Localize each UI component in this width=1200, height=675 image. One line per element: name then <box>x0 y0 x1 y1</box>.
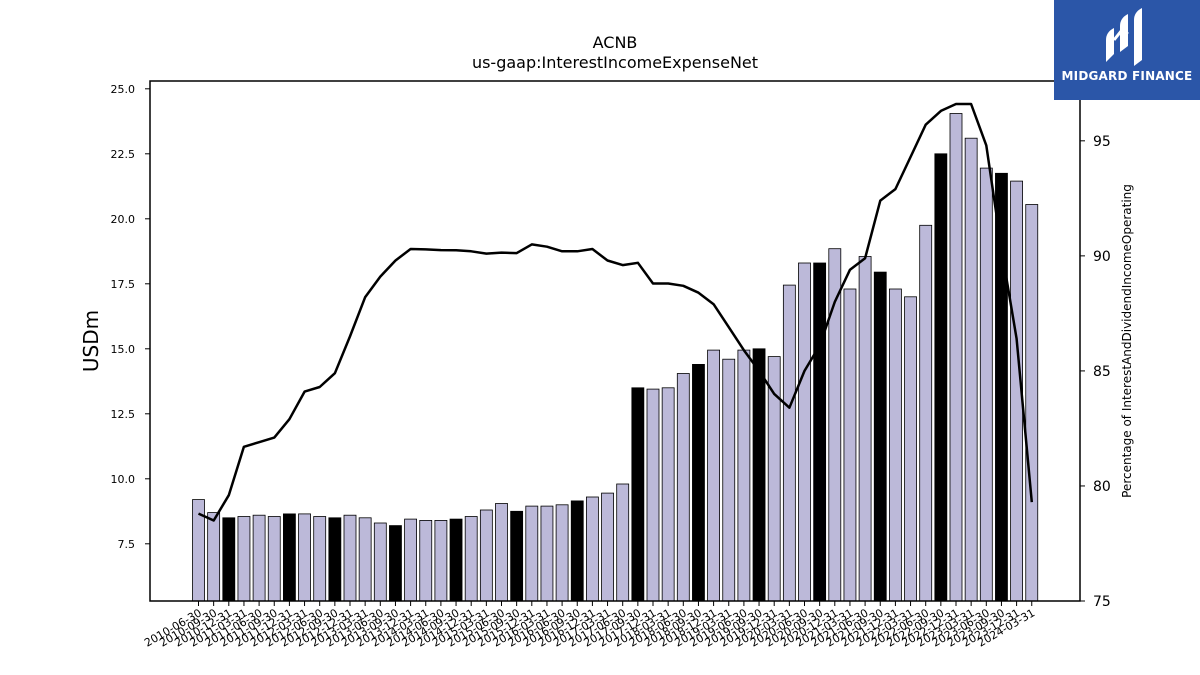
bar-2016-09-30 <box>570 500 584 602</box>
bar-2011-06-30 <box>252 514 266 602</box>
right-tick-label: 80 <box>1093 479 1111 495</box>
right-tick-label: 85 <box>1093 364 1111 380</box>
bar-2019-03-31 <box>722 358 736 602</box>
bar-2023-09-30 <box>995 172 1008 602</box>
bar-2010-12-31 <box>222 517 236 602</box>
bar-2021-03-31 <box>843 288 857 602</box>
bar-2011-03-31 <box>237 516 251 602</box>
bar-2023-06-30 <box>979 167 993 602</box>
bar-2022-09-30 <box>934 153 948 602</box>
left-tick-label: 7.5 <box>118 538 136 551</box>
bar-2013-06-30 <box>373 522 387 602</box>
brand-logo: MIDGARD FINANCE <box>1054 0 1200 100</box>
left-tick-label: 22.5 <box>111 148 136 161</box>
bar-2017-09-30 <box>631 387 645 602</box>
bar-2017-03-31 <box>601 492 614 602</box>
left-tick-label: 25.0 <box>111 83 136 96</box>
bar-2020-03-31 <box>782 284 796 602</box>
bar-2012-12-31 <box>343 514 357 602</box>
chart-title: ACNB <box>593 33 638 52</box>
bar-2023-03-31 <box>964 137 978 602</box>
left-axis-ticks: 7.5 10.0 12.5 15.0 17.5 20.0 22.5 25.0 <box>111 83 150 551</box>
bar-2014-09-30 <box>449 518 463 602</box>
right-tick-label: 75 <box>1093 594 1111 610</box>
bar-2024-03-31 <box>1025 204 1039 602</box>
bar-2017-12-31 <box>646 388 660 602</box>
left-tick-label: 20.0 <box>111 213 136 226</box>
bar-2015-09-30 <box>510 510 524 602</box>
bar-2015-12-31 <box>525 505 539 602</box>
y2-axis-label: Percentage of InterestAndDividendIncomeO… <box>1120 184 1134 498</box>
bar-2021-09-30 <box>873 271 887 602</box>
bar-2012-03-31 <box>298 513 311 602</box>
bar-series <box>192 113 1039 602</box>
bar-2017-06-30 <box>616 483 630 602</box>
bar-2022-03-31 <box>904 296 917 602</box>
midgard-logo-icon <box>1106 8 1142 66</box>
y-axis-label: USDm <box>79 310 103 372</box>
bar-2013-03-31 <box>358 517 372 602</box>
bar-2018-12-31 <box>707 349 720 602</box>
bar-2019-09-30 <box>752 348 766 602</box>
bar-2022-12-31 <box>949 113 963 602</box>
bar-2020-09-30 <box>813 262 827 602</box>
bar-2014-06-30 <box>434 520 448 602</box>
bar-2013-09-30 <box>389 525 402 602</box>
bar-2015-03-31 <box>479 509 493 602</box>
bar-2012-09-30 <box>328 517 342 602</box>
bar-2016-03-31 <box>540 505 554 602</box>
bar-2014-03-31 <box>419 520 433 602</box>
left-tick-label: 12.5 <box>111 408 136 421</box>
chart-subtitle: us-gaap:InterestIncomeExpenseNet <box>472 53 758 72</box>
right-tick-label: 90 <box>1093 249 1111 265</box>
bar-2021-12-31 <box>889 288 902 602</box>
left-tick-label: 15.0 <box>111 343 136 356</box>
bar-2012-06-30 <box>313 516 327 602</box>
bar-2014-12-31 <box>464 516 478 602</box>
bar-2011-09-30 <box>267 516 281 602</box>
right-axis-ticks: 75 80 85 90 95 <box>1080 134 1111 610</box>
line-series <box>197 102 1034 522</box>
bar-2021-06-30 <box>858 256 872 602</box>
bar-2022-06-30 <box>919 224 933 602</box>
right-tick-label: 95 <box>1093 134 1111 150</box>
left-tick-label: 17.5 <box>111 278 136 291</box>
bar-2010-09-30 <box>207 512 221 602</box>
left-tick-label: 10.0 <box>111 473 136 486</box>
bar-2020-06-30 <box>798 262 811 602</box>
percentage-line <box>197 102 1034 522</box>
brand-name: MIDGARD FINANCE <box>1061 69 1193 83</box>
bar-2015-06-30 <box>495 503 508 602</box>
bar-2016-06-30 <box>555 504 569 602</box>
bar-2011-12-31 <box>282 513 296 602</box>
bar-2018-03-31 <box>661 387 675 602</box>
bar-2019-06-30 <box>737 349 751 602</box>
x-axis-ticks: 2010-06-302010-09-302010-12-312011-03-31… <box>142 601 1037 650</box>
bar-2013-12-31 <box>404 518 418 602</box>
bar-2018-06-30 <box>676 373 690 602</box>
bar-2016-12-31 <box>586 496 599 602</box>
plot-area-frame <box>149 80 1081 602</box>
bar-2018-09-30 <box>692 363 705 602</box>
